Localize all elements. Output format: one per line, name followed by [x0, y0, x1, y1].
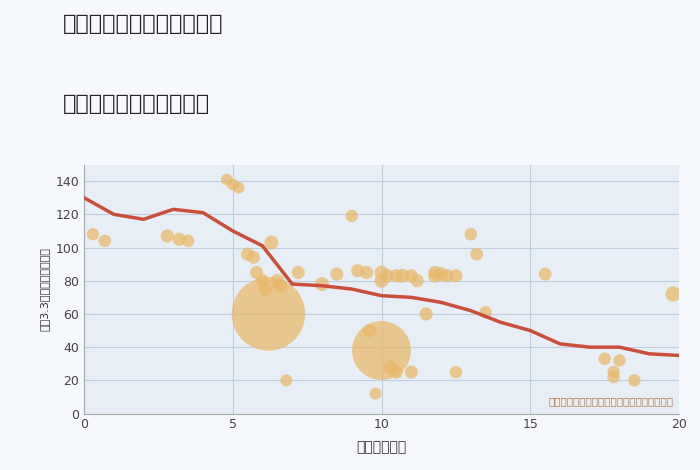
- Y-axis label: 坪（3.3㎡）単価（万円）: 坪（3.3㎡）単価（万円）: [40, 247, 50, 331]
- Point: [430, 269, 441, 276]
- Point: [331, 270, 342, 278]
- Point: [281, 376, 292, 384]
- Point: [272, 277, 283, 284]
- Point: [260, 285, 271, 293]
- Text: 駅距離別中古戸建て価格: 駅距離別中古戸建て価格: [63, 94, 210, 114]
- Point: [361, 269, 372, 276]
- Point: [346, 212, 357, 220]
- Point: [370, 390, 381, 398]
- Point: [450, 272, 461, 280]
- Point: [364, 327, 375, 334]
- Point: [385, 363, 396, 371]
- Point: [412, 277, 423, 284]
- Point: [376, 277, 387, 284]
- Point: [629, 376, 640, 384]
- Point: [99, 237, 111, 245]
- Point: [376, 269, 387, 276]
- Point: [293, 269, 304, 276]
- Point: [406, 368, 417, 376]
- Point: [352, 267, 363, 274]
- Point: [430, 272, 441, 280]
- Point: [174, 235, 185, 243]
- X-axis label: 駅距離（分）: 駅距離（分）: [356, 440, 407, 454]
- Text: 埼玉県鴻巣市吹上富士見の: 埼玉県鴻巣市吹上富士見の: [63, 14, 223, 34]
- Point: [221, 176, 232, 183]
- Point: [421, 310, 432, 318]
- Point: [406, 272, 417, 280]
- Point: [257, 277, 268, 284]
- Point: [251, 269, 262, 276]
- Point: [391, 272, 402, 280]
- Text: 円の大きさは、取引のあった物件面積を示す: 円の大きさは、取引のあった物件面積を示す: [548, 396, 673, 406]
- Point: [316, 280, 328, 288]
- Point: [88, 230, 99, 238]
- Point: [450, 368, 461, 376]
- Point: [608, 373, 620, 381]
- Point: [391, 368, 402, 376]
- Point: [668, 290, 679, 298]
- Point: [480, 308, 491, 316]
- Point: [614, 357, 625, 364]
- Point: [376, 347, 387, 354]
- Point: [465, 230, 476, 238]
- Point: [382, 272, 393, 280]
- Point: [441, 272, 452, 280]
- Point: [248, 254, 259, 261]
- Point: [227, 180, 238, 188]
- Point: [471, 251, 482, 258]
- Point: [183, 237, 194, 245]
- Point: [233, 184, 244, 191]
- Point: [540, 270, 551, 278]
- Point: [263, 310, 274, 318]
- Point: [266, 239, 277, 246]
- Point: [435, 270, 447, 278]
- Point: [274, 282, 286, 290]
- Point: [397, 272, 408, 280]
- Point: [242, 251, 253, 258]
- Point: [162, 232, 173, 240]
- Point: [608, 368, 620, 376]
- Point: [599, 355, 610, 362]
